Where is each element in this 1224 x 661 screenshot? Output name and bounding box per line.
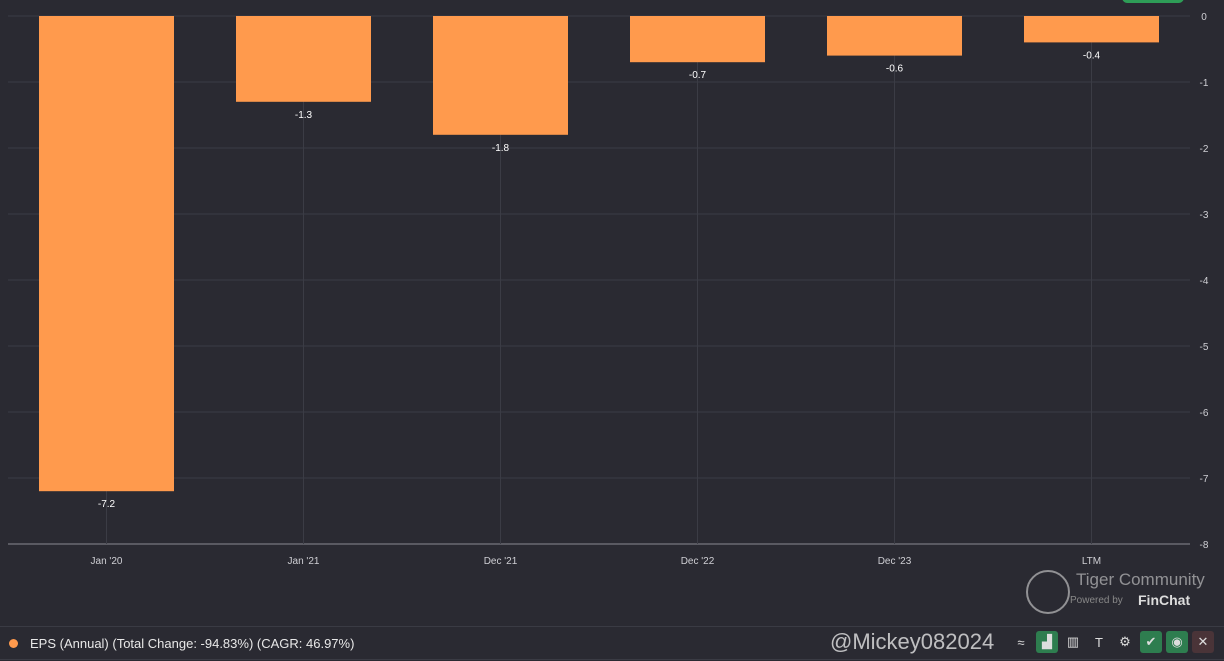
check-icon[interactable]: ✔ — [1140, 631, 1162, 653]
watermark-user: @Mickey082024 — [830, 629, 995, 654]
tiger-logo-icon — [1026, 570, 1070, 614]
eps-bar-chart: 0 -1 -2 -3 -4 -5 -6 -7 -8 Jan '20 Jan '21 Dec '21 De… — [8, 12, 1209, 567]
y-tick-label: -3 — [1200, 210, 1209, 221]
legend: EPS (Annual) (Total Change: -94.83%) (CA… — [0, 626, 1224, 660]
powered-by-label: Powered by — [1070, 595, 1123, 606]
text-icon[interactable]: T — [1095, 634, 1103, 650]
bar — [39, 16, 174, 492]
x-tick-label: LTM — [1082, 556, 1101, 567]
data-label: -1.3 — [295, 110, 313, 121]
data-label: -7.2 — [98, 499, 116, 510]
y-tick-label: -2 — [1200, 144, 1209, 155]
y-tick-label: -8 — [1200, 540, 1209, 551]
y-tick-label: -7 — [1200, 474, 1209, 485]
gear-icon[interactable]: ⚙ — [1119, 634, 1131, 649]
data-label: -1.8 — [492, 143, 510, 154]
data-label: -0.6 — [886, 64, 904, 75]
bar — [433, 16, 568, 135]
data-label: -0.4 — [1083, 50, 1101, 61]
y-tick-label: -6 — [1200, 408, 1209, 419]
x-tick-label: Dec '22 — [681, 556, 715, 567]
legend-label[interactable]: EPS (Annual) (Total Change: -94.83%) (CA… — [30, 635, 355, 651]
x-tick-label: Jan '20 — [91, 556, 123, 567]
bar — [630, 16, 765, 63]
legend-dot-icon — [9, 638, 18, 648]
finchat-logo: FinChat — [1138, 592, 1191, 608]
line-chart-icon[interactable]: ≈ — [1017, 634, 1025, 650]
bar-chart-icon[interactable]: ▟ — [1036, 631, 1058, 653]
x-tick-label: Dec '23 — [878, 556, 912, 567]
bar — [236, 16, 371, 102]
y-tick-label: -5 — [1200, 342, 1209, 353]
watermark-community: Tiger Community — [1076, 570, 1205, 589]
toolbar: ≈ ▟ ▥ T ⚙ ✔ ◉ ✕ — [1010, 631, 1214, 653]
top-button[interactable] — [1122, 0, 1184, 3]
y-tick-label: -4 — [1200, 276, 1209, 287]
data-label: -0.7 — [689, 70, 707, 81]
bar — [1024, 16, 1159, 43]
bar — [827, 16, 962, 56]
eye-icon[interactable]: ◉ — [1166, 631, 1188, 653]
bar-chart-alt-icon[interactable]: ▥ — [1066, 634, 1080, 649]
x-tick-label: Dec '21 — [484, 556, 518, 567]
x-tick-label: Jan '21 — [288, 556, 320, 567]
close-icon[interactable]: ✕ — [1192, 631, 1214, 653]
y-tick-label: 0 — [1201, 12, 1207, 23]
y-tick-label: -1 — [1200, 78, 1209, 89]
